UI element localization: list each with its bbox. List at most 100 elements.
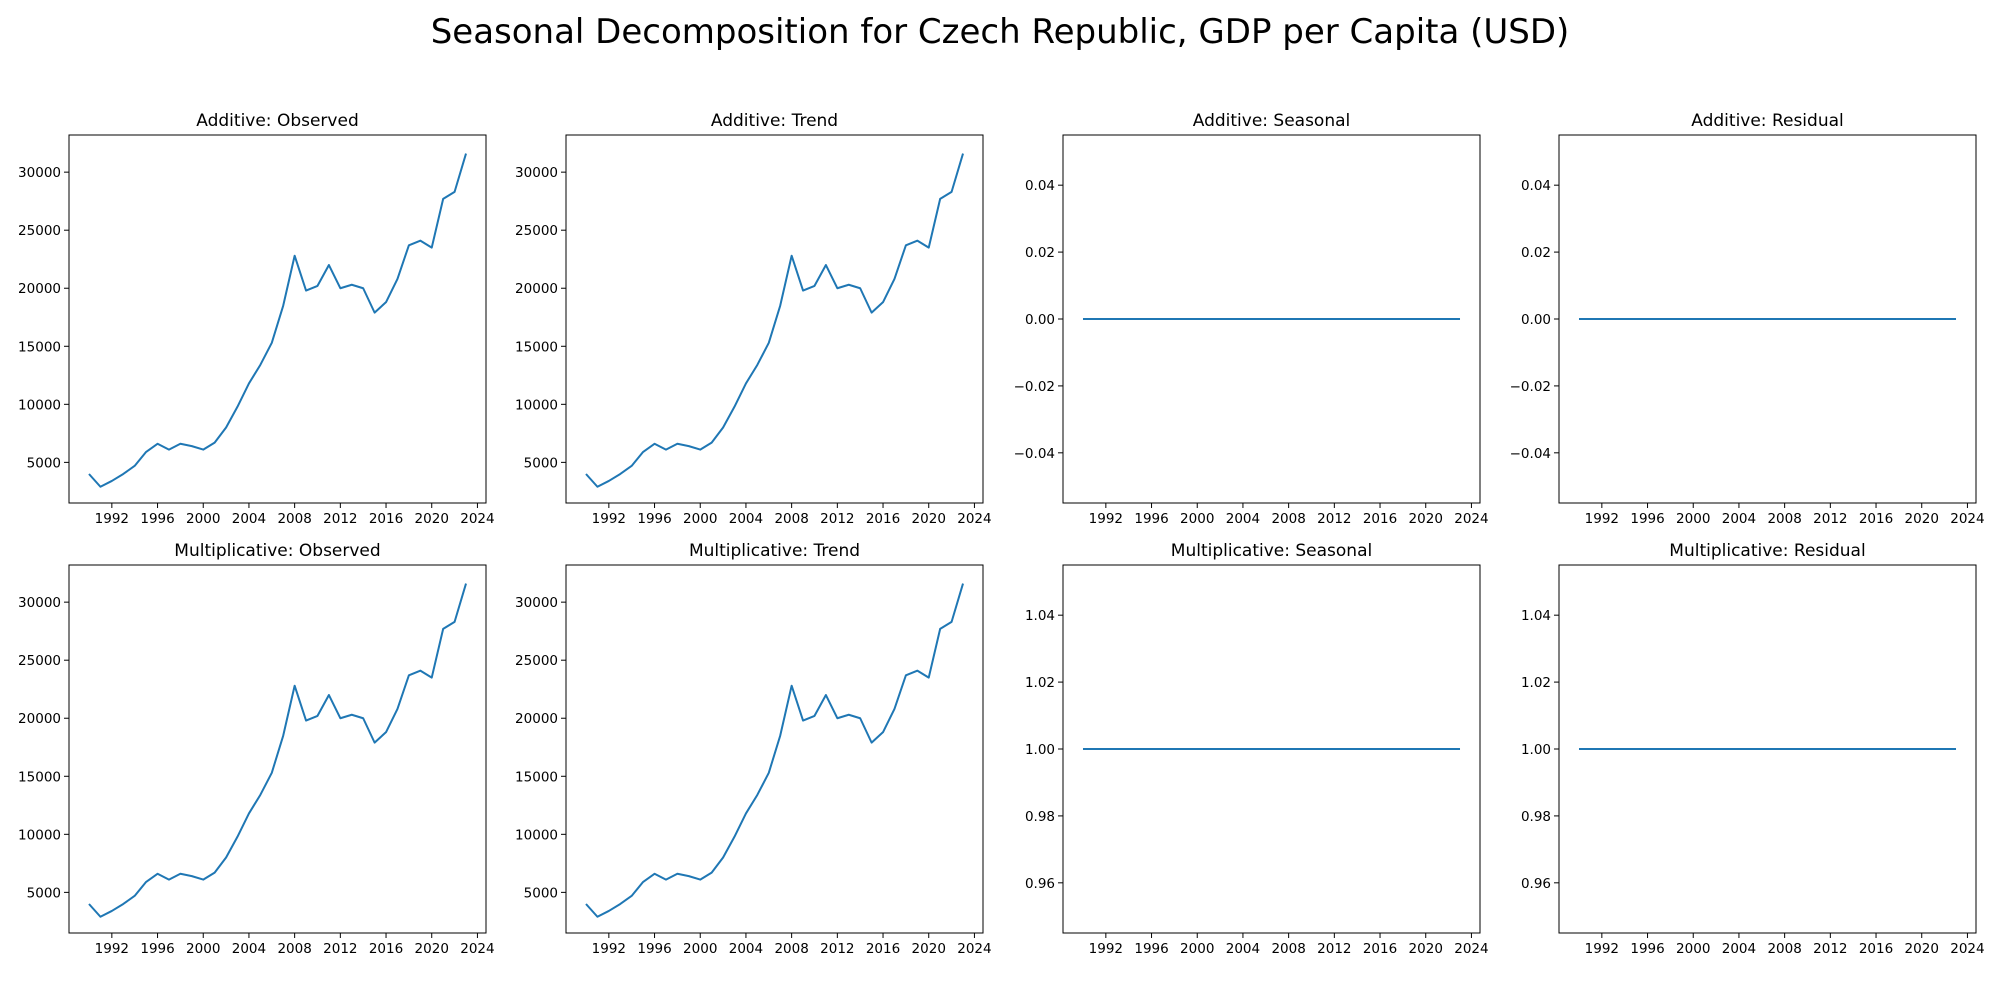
mul-trend-xtick-label-0: 1992	[592, 941, 626, 957]
mul-observed-xtick-label-8: 2024	[460, 941, 494, 957]
add-trend-ytick-label-4: 25000	[515, 223, 558, 239]
add-trend-xtick-label-6: 2016	[866, 511, 900, 527]
add-residual-xtick-label-2: 2000	[1676, 511, 1710, 527]
mul-trend-ytick-label-1: 10000	[515, 827, 558, 843]
mul-trend-ytick-label-4: 25000	[515, 653, 558, 669]
add-trend-ytick-label-0: 5000	[524, 455, 558, 471]
add-observed-ytick-label-1: 10000	[18, 397, 61, 413]
mul-observed-title: Multiplicative: Observed	[174, 541, 380, 561]
mul-seasonal-ytick-label-2: 1.00	[1025, 742, 1055, 758]
add-seasonal-xtick-label-6: 2016	[1363, 511, 1397, 527]
add-seasonal-ytick-label-4: 0.04	[1025, 178, 1055, 194]
mul-residual-xtick-label-6: 2016	[1859, 941, 1893, 957]
mul-seasonal-ytick-label-3: 1.02	[1025, 675, 1055, 691]
mul-trend-ytick-label-2: 15000	[515, 769, 558, 785]
add-trend-xtick-label-2: 2000	[683, 511, 717, 527]
mul-residual-xtick-label-4: 2008	[1767, 941, 1801, 957]
mul-trend-ytick-label-5: 30000	[515, 595, 558, 611]
mul-observed-ytick-label-2: 15000	[18, 769, 61, 785]
add-seasonal-xtick-label-3: 2004	[1226, 511, 1260, 527]
mul-trend-xtick-label-3: 2004	[729, 941, 763, 957]
add-residual-xtick-label-6: 2016	[1859, 511, 1893, 527]
add-seasonal-ytick-label-2: 0.00	[1025, 312, 1055, 328]
add-seasonal-title: Additive: Seasonal	[1193, 111, 1351, 131]
mul-seasonal-xtick-label-5: 2012	[1317, 941, 1351, 957]
mul-observed-xtick-label-1: 1996	[140, 941, 174, 957]
add-observed-xtick-label-8: 2024	[460, 511, 494, 527]
add-seasonal-xtick-label-5: 2012	[1317, 511, 1351, 527]
mul-residual-xtick-label-1: 1996	[1630, 941, 1664, 957]
add-trend-axes-frame	[565, 134, 984, 504]
mul-observed-xtick-label-7: 2020	[415, 941, 449, 957]
mul-trend-ytick-label-0: 5000	[524, 885, 558, 901]
mul-seasonal-xtick-label-3: 2004	[1226, 941, 1260, 957]
add-seasonal-xtick-label-1: 1996	[1134, 511, 1168, 527]
add-residual-ytick-label-1: −0.02	[1510, 379, 1551, 395]
add-observed-title: Additive: Observed	[196, 111, 358, 131]
mul-residual-ytick-label-0: 0.96	[1521, 876, 1551, 892]
mul-seasonal-ytick-label-0: 0.96	[1025, 876, 1055, 892]
add-trend-series-line	[585, 153, 964, 488]
mul-trend-xtick-label-2: 2000	[683, 941, 717, 957]
mul-residual-ytick-label-1: 0.98	[1521, 809, 1551, 825]
add-observed-series-line	[88, 153, 467, 488]
mul-seasonal-xtick-label-8: 2024	[1454, 941, 1488, 957]
add-residual-xtick-label-8: 2024	[1950, 511, 1984, 527]
mul-residual-xtick-label-3: 2004	[1722, 941, 1756, 957]
add-seasonal-xtick-label-2: 2000	[1180, 511, 1214, 527]
add-trend-ytick-label-3: 20000	[515, 281, 558, 297]
mul-seasonal-xtick-label-2: 2000	[1180, 941, 1214, 957]
add-trend-xtick-label-8: 2024	[957, 511, 991, 527]
add-residual-xtick-label-7: 2020	[1905, 511, 1939, 527]
add-seasonal-xtick-label-7: 2020	[1409, 511, 1443, 527]
add-observed-xtick-label-1: 1996	[140, 511, 174, 527]
add-observed-ytick-label-3: 20000	[18, 281, 61, 297]
add-trend-ytick-label-2: 15000	[515, 339, 558, 355]
add-observed-xtick-label-6: 2016	[369, 511, 403, 527]
add-observed-ytick-label-2: 15000	[18, 339, 61, 355]
mul-residual-xtick-label-8: 2024	[1950, 941, 1984, 957]
mul-observed-axes-frame	[68, 564, 487, 934]
add-seasonal-xtick-label-8: 2024	[1454, 511, 1488, 527]
add-seasonal-ytick-label-1: −0.02	[1014, 379, 1055, 395]
mul-observed-ytick-label-3: 20000	[18, 711, 61, 727]
add-residual-xtick-label-3: 2004	[1722, 511, 1756, 527]
mul-residual-xtick-label-2: 2000	[1676, 941, 1710, 957]
mul-observed-xtick-label-6: 2016	[369, 941, 403, 957]
mul-trend-xtick-label-7: 2020	[912, 941, 946, 957]
figure-title: Seasonal Decomposition for Czech Republi…	[430, 12, 1570, 52]
add-observed-ytick-label-5: 30000	[18, 165, 61, 181]
mul-residual-xtick-label-0: 1992	[1585, 941, 1619, 957]
mul-seasonal-xtick-label-0: 1992	[1089, 941, 1123, 957]
mul-trend-axes-frame	[565, 564, 984, 934]
add-seasonal-ytick-label-3: 0.02	[1025, 245, 1055, 261]
mul-observed-ytick-label-1: 10000	[18, 827, 61, 843]
add-observed-axes-frame	[68, 134, 487, 504]
mul-observed-xtick-label-5: 2012	[323, 941, 357, 957]
mul-seasonal-xtick-label-1: 1996	[1134, 941, 1168, 957]
mul-trend-series-line	[585, 583, 964, 918]
add-trend-xtick-label-3: 2004	[729, 511, 763, 527]
mul-observed-ytick-label-4: 25000	[18, 653, 61, 669]
add-residual-title: Additive: Residual	[1691, 111, 1843, 131]
add-residual-ytick-label-4: 0.04	[1521, 178, 1551, 194]
add-residual-ytick-label-2: 0.00	[1521, 312, 1551, 328]
add-observed-xtick-label-2: 2000	[186, 511, 220, 527]
add-seasonal-xtick-label-4: 2008	[1271, 511, 1305, 527]
mul-trend-xtick-label-6: 2016	[866, 941, 900, 957]
add-observed-xtick-label-3: 2004	[232, 511, 266, 527]
mul-observed-xtick-label-0: 1992	[95, 941, 129, 957]
mul-residual-title: Multiplicative: Residual	[1669, 541, 1865, 561]
mul-residual-ytick-label-2: 1.00	[1521, 742, 1551, 758]
add-residual-xtick-label-4: 2008	[1767, 511, 1801, 527]
add-residual-xtick-label-1: 1996	[1630, 511, 1664, 527]
mul-trend-title: Multiplicative: Trend	[689, 541, 860, 561]
mul-observed-xtick-label-3: 2004	[232, 941, 266, 957]
mul-observed-xtick-label-2: 2000	[186, 941, 220, 957]
add-trend-title: Additive: Trend	[711, 111, 838, 131]
add-observed-ytick-label-4: 25000	[18, 223, 61, 239]
mul-trend-xtick-label-5: 2012	[820, 941, 854, 957]
mul-observed-ytick-label-5: 30000	[18, 595, 61, 611]
add-observed-xtick-label-4: 2008	[277, 511, 311, 527]
